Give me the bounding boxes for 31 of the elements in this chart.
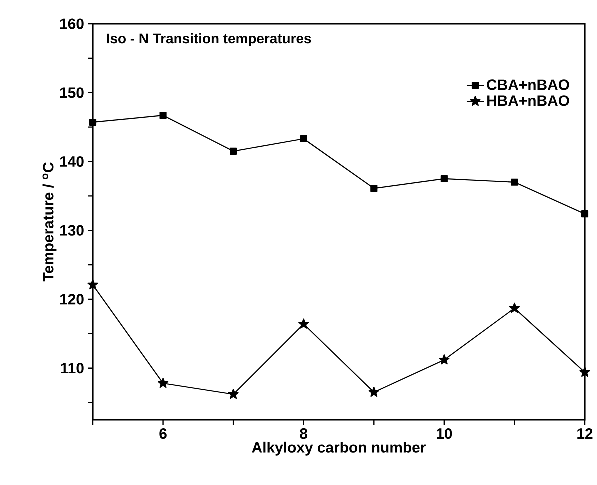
text: Iso - N Transition temperatures (107, 33, 312, 46)
point (368, 386, 380, 398)
x-axis-title: Alkyloxy carbon number (252, 442, 426, 456)
point (158, 378, 169, 388)
point (509, 302, 520, 314)
point (89, 118, 97, 126)
y-tick-label: 110 (61, 363, 84, 374)
point (580, 366, 590, 378)
point (88, 279, 98, 290)
x-tick-label: 10 (437, 428, 452, 440)
x-tick-label: 12 (578, 428, 593, 439)
point (439, 354, 450, 365)
point (298, 318, 310, 329)
y-tick-label: 120 (60, 294, 84, 305)
y-tick-label: 160 (60, 18, 84, 30)
y-tick-label: 130 (60, 225, 84, 236)
point (228, 388, 239, 400)
y-tick-label: 140 (60, 156, 84, 168)
point (511, 178, 518, 186)
y-tick-label: 150 (60, 88, 84, 98)
x-tick-label: 6 (160, 428, 167, 440)
x-tick-label: 8 (300, 428, 308, 440)
legend-label: HBA+nBAO (488, 96, 570, 106)
point (581, 210, 589, 218)
point (370, 185, 378, 192)
point (440, 175, 448, 182)
y-axis-title: Temperature / $^{o}$C (42, 162, 57, 282)
point (230, 148, 238, 155)
legend-label: CBA+nBAO (487, 80, 570, 90)
point (300, 135, 308, 143)
point (160, 112, 167, 120)
